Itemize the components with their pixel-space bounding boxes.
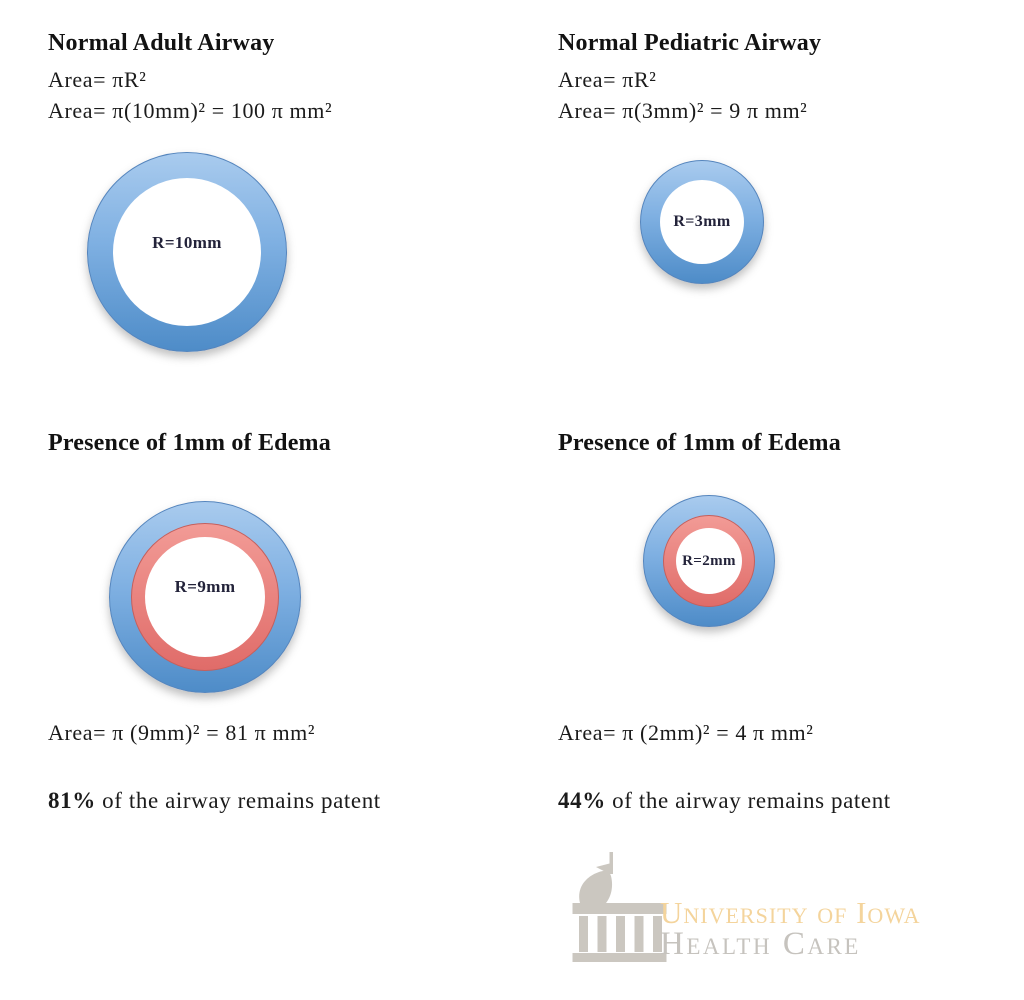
pediatric-edema-radius-label: R=2mm	[682, 552, 736, 569]
adult-edema-airway-lumen: R=9mm	[145, 537, 265, 657]
adult-patent-text: of the airway remains patent	[95, 788, 381, 813]
pediatric-edema-airway-lumen: R=2mm	[676, 528, 742, 594]
adult-patent-percent: 81%	[48, 788, 96, 813]
adult-normal-text-block: Normal Adult Airway Area= πR² Area= π(10…	[48, 28, 332, 126]
pediatric-normal-airway-ring: R=3mm	[640, 160, 764, 284]
pediatric-normal-formula-1: Area= πR²	[558, 67, 657, 92]
adult-edema-title: Presence of 1mm of Edema	[48, 430, 331, 456]
adult-patent-statement: 81% of the airway remains patent	[48, 786, 381, 816]
adult-normal-airway-ring: R=10mm	[87, 152, 287, 352]
adult-normal-radius-label: R=10mm	[152, 233, 222, 252]
adult-edema-area-formula: Area= π (9mm)² = 81 π mm²	[48, 720, 316, 745]
pediatric-edema-ring: R=2mm	[663, 515, 755, 607]
adult-normal-title: Normal Adult Airway	[48, 30, 275, 56]
pediatric-edema-airway-ring: R=2mm	[643, 495, 775, 627]
old-capitol-building-icon	[572, 852, 667, 962]
pediatric-normal-text-block: Normal Pediatric Airway Area= πR² Area= …	[558, 28, 821, 126]
pediatric-normal-airway-lumen: R=3mm	[660, 180, 744, 264]
pediatric-normal-title: Normal Pediatric Airway	[558, 30, 822, 56]
adult-edema-ring: R=9mm	[131, 523, 279, 671]
logo-health-care-text: Health Care	[660, 926, 861, 962]
pediatric-normal-formula-2: Area= π(3mm)² = 9 π mm²	[558, 98, 808, 123]
pediatric-patent-text: of the airway remains patent	[605, 788, 891, 813]
adult-normal-formula-2: Area= π(10mm)² = 100 π mm²	[48, 98, 333, 123]
adult-edema-text-block: Presence of 1mm of Edema	[48, 428, 331, 464]
pediatric-patent-percent: 44%	[558, 788, 606, 813]
pediatric-edema-area-formula: Area= π (2mm)² = 4 π mm²	[558, 720, 814, 745]
pediatric-edema-text-block: Presence of 1mm of Edema	[558, 428, 841, 464]
adult-normal-airway-lumen: R=10mm	[113, 178, 261, 326]
adult-edema-radius-label: R=9mm	[174, 577, 236, 596]
pediatric-edema-title: Presence of 1mm of Edema	[558, 430, 841, 456]
adult-edema-airway-ring: R=9mm	[109, 501, 301, 693]
pediatric-patent-statement: 44% of the airway remains patent	[558, 786, 891, 816]
pediatric-normal-radius-label: R=3mm	[673, 213, 731, 230]
adult-normal-formula-1: Area= πR²	[48, 67, 147, 92]
university-of-iowa-health-care-logo: University of Iowa Health Care	[572, 850, 1002, 978]
logo-university-of-iowa-text: University of Iowa	[660, 895, 921, 930]
